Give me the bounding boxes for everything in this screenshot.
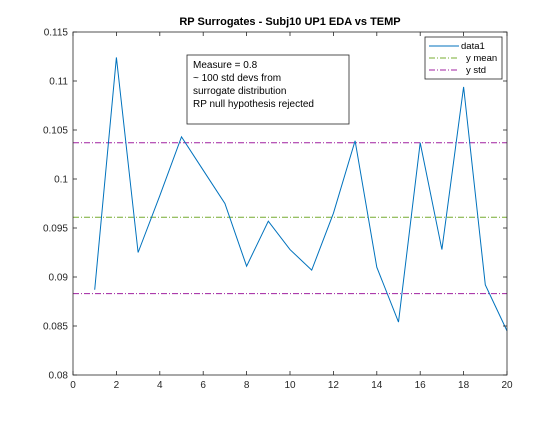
legend-label-data1: data1: [461, 41, 485, 52]
legend-label-y-mean: y mean: [466, 53, 497, 64]
data-point: [92, 287, 97, 292]
data-point: [483, 282, 488, 287]
legend: data1 y mean y std: [424, 36, 503, 80]
y-tick-label: 0.09: [49, 273, 69, 284]
data-point: [418, 140, 423, 145]
x-tick-label: 2: [114, 380, 120, 391]
data-point: [331, 211, 336, 216]
x-tick-label: 4: [157, 380, 163, 391]
data-point: [244, 264, 249, 269]
series-line-data1: [94, 57, 508, 332]
data-point: [461, 84, 466, 89]
data-point: [439, 247, 444, 252]
reference-lines: [73, 142, 507, 295]
annotation-line-3: surrogate distribution: [193, 86, 286, 97]
x-tick-label: 18: [458, 380, 470, 391]
data-point: [353, 138, 358, 143]
y-tick-label: 0.08: [49, 371, 69, 382]
annotation-line-1: Measure = 0.8: [193, 60, 258, 71]
series-layer: [92, 55, 508, 332]
x-tick-label: 12: [328, 380, 340, 391]
x-tick-label: 20: [501, 380, 513, 391]
x-tick-label: 6: [200, 380, 206, 391]
chart-title: RP Surrogates - Subj10 UP1 EDA vs TEMP: [179, 16, 400, 28]
data-point: [396, 320, 401, 325]
y-tick-label: 0.11: [49, 77, 68, 88]
annotation-line-2: ~ 100 std devs from: [193, 73, 281, 84]
data-point: [201, 168, 206, 173]
data-point: [288, 247, 293, 252]
x-tick-label: 14: [371, 380, 383, 391]
data-point: [114, 55, 119, 60]
y-tick-label: 0.105: [43, 126, 68, 137]
annotation-box: Measure = 0.8 ~ 100 std devs from surrog…: [186, 54, 350, 125]
data-point: [309, 268, 314, 273]
annotation-line-4: RP null hypothesis rejected: [193, 99, 314, 110]
y-tick-label: 0.1: [54, 175, 68, 186]
x-axis: 0 2 4 6 8 10 12 14 16 18 20: [70, 32, 513, 391]
data-point: [136, 250, 141, 255]
y-tick-label: 0.115: [44, 28, 69, 39]
x-tick-label: 8: [244, 380, 250, 391]
x-tick-label: 10: [284, 380, 296, 391]
data-point: [157, 193, 162, 198]
annotation-frame: [186, 54, 350, 125]
legend-label-y-std: y std: [466, 65, 486, 76]
y-tick-label: 0.095: [43, 224, 68, 235]
y-tick-label: 0.085: [43, 322, 68, 333]
y-axis: 0.08 0.085 0.09 0.095 0.1 0.105 0.11 0.115: [43, 28, 507, 382]
data-point: [266, 219, 271, 224]
x-tick-label: 0: [70, 380, 76, 391]
x-tick-label: 16: [415, 380, 427, 391]
data-point: [374, 265, 379, 270]
data-point: [222, 201, 227, 206]
data-point: [179, 134, 184, 139]
